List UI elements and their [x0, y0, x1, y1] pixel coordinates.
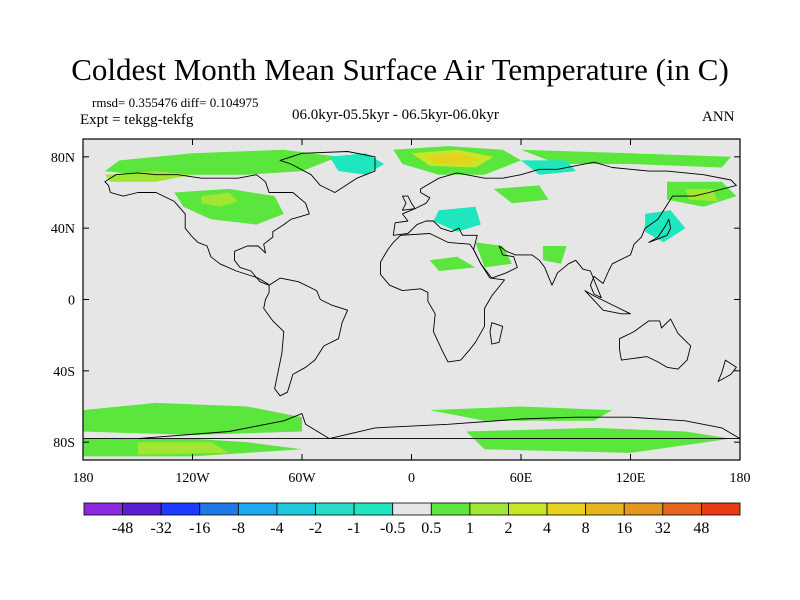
stats-label: rmsd= 0.355476 diff= 0.104975	[92, 95, 259, 110]
colorbar-box	[623, 502, 664, 516]
colorbar-label: 8	[582, 520, 590, 537]
colorbar-box	[237, 502, 278, 516]
colorbar-label: 16	[616, 520, 632, 537]
coastline-australia	[619, 318, 692, 370]
page-title: Coldest Month Mean Surface Air Temperatu…	[71, 52, 729, 87]
colorbar-label: 4	[543, 520, 551, 537]
coastline-south-america	[263, 277, 349, 397]
anomaly-north-africa	[429, 256, 476, 271]
colorbar-label: 2	[504, 520, 512, 537]
colorbar-label: -48	[112, 520, 133, 537]
x-axis: 180 120W 60W 0 60E 120E 180	[73, 139, 751, 486]
anomaly-arctic-canada	[104, 149, 339, 175]
colorbar-label: -2	[309, 520, 322, 537]
coastline-madagascar	[489, 322, 504, 345]
anomaly-antarctica-warm	[137, 442, 229, 455]
anomaly-canada-warm	[201, 192, 239, 207]
x-tick-label: 120E	[616, 471, 646, 486]
anomaly-layer	[83, 146, 737, 457]
colorbar-label: -8	[232, 520, 245, 537]
anomaly-antarctic-ocean-pacific	[83, 402, 302, 435]
y-tick-label: 40N	[51, 222, 75, 237]
colorbar-box	[83, 502, 123, 516]
colorbar-label: -32	[151, 520, 172, 537]
anomaly-kara-cold	[521, 160, 576, 175]
coastline-antarctica	[83, 413, 740, 440]
colorbar-box	[353, 502, 394, 516]
anomaly-barents-core	[426, 153, 481, 164]
colorbar-label: 48	[693, 520, 709, 537]
y-axis: 80N 40N 0 40S 80S	[51, 151, 740, 451]
colorbar-box	[508, 502, 548, 516]
x-tick-label: 0	[408, 471, 415, 486]
colorbar-box	[122, 502, 162, 516]
coastline-north-america	[104, 172, 310, 286]
colorbar-box	[546, 502, 587, 516]
colorbar-box	[276, 502, 316, 516]
coastline-new-zealand	[717, 359, 737, 382]
experiment-label: Expt = tekgg-tekfg	[80, 112, 194, 128]
y-tick-label: 40S	[53, 365, 75, 380]
x-tick-label: 60E	[510, 471, 533, 486]
x-tick-label: 180	[73, 471, 94, 486]
anomaly-central-asia	[493, 185, 549, 204]
colorbar-label: -4	[270, 520, 283, 537]
colorbar-label: 0.5	[421, 520, 441, 537]
anomaly-india	[542, 246, 567, 264]
colorbar-box	[585, 502, 625, 516]
x-tick-label: 120W	[175, 471, 210, 486]
coastline-layer	[83, 151, 740, 440]
y-tick-label: 80S	[53, 436, 75, 451]
colorbar-label: -0.5	[380, 520, 405, 537]
coastline-greenland	[279, 151, 376, 193]
coastline-japan	[648, 218, 672, 243]
colorbar-label: -16	[189, 520, 210, 537]
x-tick-label: 180	[730, 471, 751, 486]
colorbar-box	[392, 502, 432, 516]
colorbar-box	[701, 502, 741, 516]
colorbar: -48 -32 -16 -8 -4 -2 -1 -0.5 0.5 1 2 4 8 16 32 48	[83, 502, 741, 537]
colorbar-box	[662, 502, 702, 516]
y-tick-label: 80N	[51, 151, 75, 166]
coastline-africa	[380, 233, 506, 363]
colorbar-label: -1	[347, 520, 360, 537]
colorbar-box	[430, 502, 471, 516]
anomaly-greenland-sea	[329, 153, 385, 175]
period-label: 06.0kyr-05.5kyr - 06.5kyr-06.0kyr	[292, 107, 499, 123]
y-tick-label: 0	[68, 294, 75, 309]
colorbar-label: 32	[655, 520, 671, 537]
anomaly-siberia-north	[521, 149, 731, 168]
colorbar-box	[160, 502, 201, 516]
coastline-indonesia	[584, 290, 631, 315]
coastline-britain	[401, 195, 416, 211]
colorbar-box	[315, 502, 355, 516]
colorbar-box	[199, 502, 239, 516]
colorbar-box	[469, 502, 509, 516]
anomaly-kamchatka-warm	[685, 188, 719, 202]
colorbar-label: 1	[466, 520, 474, 537]
x-tick-label: 60W	[288, 471, 316, 486]
anomaly-europe-cold	[433, 206, 481, 232]
anomaly-antarctica-east	[466, 427, 731, 453]
season-label: ANN	[702, 109, 735, 125]
